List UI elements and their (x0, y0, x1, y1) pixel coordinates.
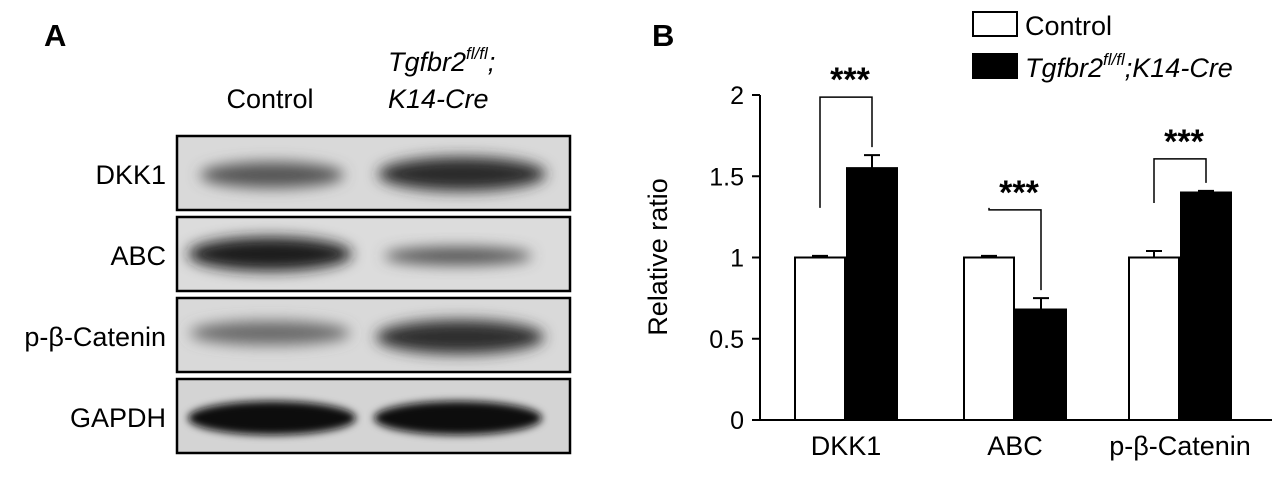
row-label-dkk1: DKK1 (95, 160, 166, 190)
significance-bracket (988, 207, 1042, 291)
legend-mutant-gene: Tgfbr2 (1025, 53, 1103, 83)
blot-abc (175, 215, 572, 293)
significance-label: *** (1164, 123, 1204, 161)
significance-bracket (819, 96, 873, 208)
panel-b-letter: B (652, 18, 674, 53)
bar (963, 256, 1015, 421)
column-mutant-semicolon: ; (488, 47, 496, 77)
y-axis-title: Relative ratio (643, 178, 673, 336)
legend-label-mutant: Tgfbr2fl/fl;K14-Cre (1025, 50, 1233, 83)
legend-mutant-rest: ;K14-Cre (1125, 53, 1233, 83)
column-mutant-gene: Tgfbr2 (388, 47, 466, 77)
legend-swatch-control (972, 11, 1018, 37)
row-label-abc: ABC (110, 241, 166, 271)
legend: Control Tgfbr2fl/fl;K14-Cre (972, 11, 1233, 83)
legend-swatch-mutant (972, 53, 1018, 79)
column-label-mutant-line1: Tgfbr2fl/fl; (388, 44, 495, 77)
significance-bracket (1153, 158, 1207, 203)
column-mutant-superscript: fl/fl (466, 44, 489, 63)
significance-label: *** (830, 61, 870, 99)
y-tick-label: 1 (730, 245, 744, 273)
blot-dkk1 (175, 134, 572, 212)
blot-p-beta-catenin (175, 296, 572, 374)
column-label-control: Control (226, 84, 313, 114)
x-tick-label: p-β-Catenin (1109, 431, 1251, 461)
y-tick-label: 2 (730, 82, 744, 110)
column-label-mutant-line2: K14-Cre (388, 84, 489, 114)
bar (794, 256, 846, 421)
legend-mutant-superscript: fl/fl (1103, 50, 1126, 69)
bar (846, 167, 898, 421)
plot-area: 0 0.5 1 1.5 2 DKK1 *** ABC *** p-β-Catenin *** (709, 61, 1251, 461)
panel-a-letter: A (44, 18, 66, 53)
x-tick-label: DKK1 (811, 431, 882, 461)
y-tick-label: 0.5 (709, 326, 744, 354)
bar (1128, 256, 1180, 421)
bar (1015, 308, 1067, 421)
bar (1180, 191, 1232, 421)
x-tick-label: ABC (987, 431, 1043, 461)
row-label-p-beta-catenin: p-β-Catenin (24, 322, 166, 352)
y-tick-label: 1.5 (709, 163, 744, 191)
significance-label: *** (999, 174, 1039, 212)
legend-label-control: Control (1025, 11, 1112, 41)
row-label-gapdh: GAPDH (70, 403, 166, 433)
blot-gapdh (175, 377, 572, 455)
y-tick-label: 0 (730, 407, 744, 435)
